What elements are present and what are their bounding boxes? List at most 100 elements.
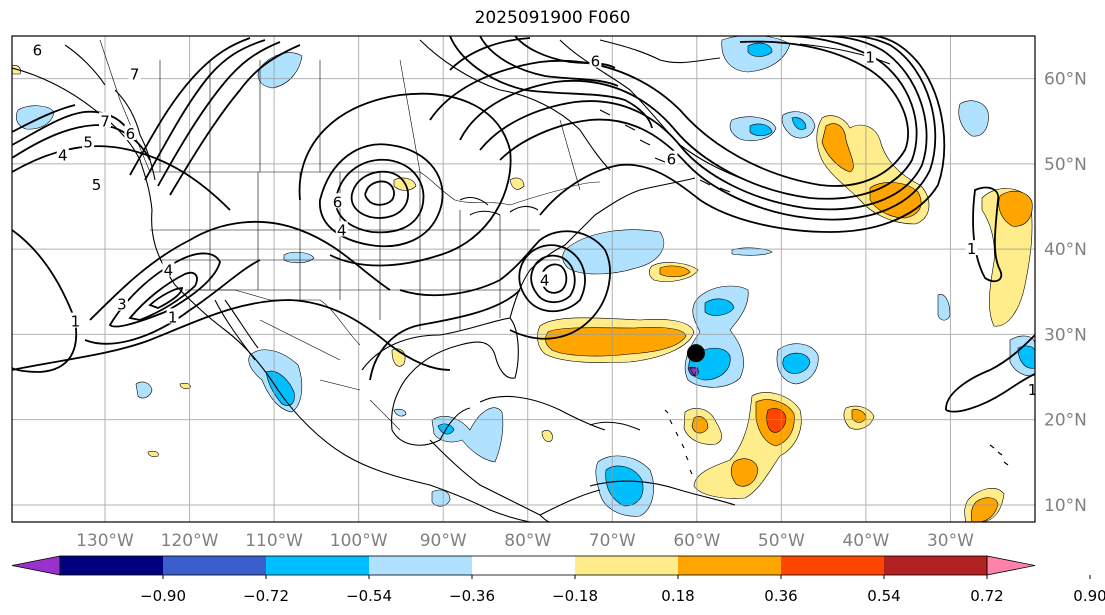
latitude-label: 30°N [1044, 325, 1087, 345]
positive-anomaly-area [147, 450, 159, 458]
positive-anomaly-core [998, 190, 1033, 227]
negative-anomaly-core [791, 117, 807, 130]
negative-anomaly-core [704, 298, 735, 316]
contour-lines [12, 36, 1035, 413]
contour-label-background [335, 221, 348, 237]
contour-line [369, 289, 521, 381]
contour-line [514, 36, 616, 69]
colorbar-segment [266, 556, 370, 575]
contour-line [129, 37, 251, 176]
contour-label-background [99, 112, 111, 128]
colorbar-tick-label: −0.72 [243, 587, 289, 605]
contour-label-background [331, 193, 344, 209]
colorbar-segment [472, 556, 576, 575]
negative-anomaly-area [135, 381, 153, 399]
positive-anomaly-core [869, 182, 922, 219]
contour-label: 4 [58, 146, 68, 164]
colorbar-segment [163, 556, 267, 575]
storm-center-marker [686, 344, 705, 363]
colorbar-tick-label: −0.54 [346, 587, 392, 605]
contour-line [479, 36, 619, 87]
contour-line [12, 145, 231, 211]
colorbar-segment [369, 556, 473, 575]
longitude-label: 100°W [330, 531, 388, 551]
alaska-canada-border [99, 39, 151, 173]
longitude-label: 30°W [927, 531, 974, 551]
cape-verde-islands [989, 444, 1009, 466]
contour-label: 1 [865, 48, 875, 66]
canada-province-lines [159, 59, 581, 191]
contour-line [169, 44, 301, 196]
contour-line [518, 244, 586, 313]
contour-line [298, 92, 512, 267]
contour-label: 4 [337, 221, 347, 239]
contour-label: 6 [667, 151, 677, 169]
colorbar-frame [59, 555, 988, 576]
contour-label-background [124, 125, 137, 141]
colorbar-tick-label: 0.54 [867, 587, 900, 605]
negative-anomaly-area [562, 229, 665, 275]
caribbean-islands [664, 409, 693, 475]
contour-line [108, 252, 221, 328]
negative-anomaly-core [782, 352, 811, 374]
great-lakes-coast [459, 196, 539, 216]
colorbar-extend-high [986, 555, 1036, 576]
longitude-label: 120°W [161, 531, 219, 551]
contour-line [539, 36, 946, 233]
latitude-label: 50°N [1044, 155, 1087, 175]
contour-line [89, 220, 391, 321]
longitude-label: 130°W [76, 531, 134, 551]
negative-anomaly-area [731, 247, 773, 256]
hispaniola-coast [589, 421, 641, 431]
negative-anomaly-core [265, 370, 295, 406]
colorbar-tick-label: −0.18 [552, 587, 598, 605]
contour-label-background [162, 261, 175, 277]
contour-label: 5 [92, 176, 102, 194]
latitude-label: 40°N [1044, 240, 1087, 260]
contour-line [499, 36, 937, 221]
contour-label-background [69, 312, 82, 328]
contour-label: 1 [967, 240, 977, 258]
contour-label-background [56, 146, 69, 162]
contour-label-background [589, 52, 602, 68]
contour-line [12, 299, 451, 371]
negative-anomaly-area [431, 489, 451, 507]
contour-label: 1 [1028, 381, 1038, 399]
contour-line [449, 36, 653, 129]
latitude-tick-labels: 60°N 50°N 40°N 30°N 20°N 10°N [1044, 70, 1087, 516]
negative-anomaly-area [958, 100, 989, 137]
us-east-coast [509, 177, 696, 319]
us-canada-border [150, 171, 601, 206]
contour-label: 6 [591, 53, 601, 71]
contour-label: 4 [164, 261, 174, 279]
latitude-label: 60°N [1044, 70, 1087, 90]
contour-label: 1 [168, 308, 178, 326]
positive-anomaly-core [730, 458, 759, 487]
colorbar-tick-label: −0.90 [140, 587, 186, 605]
gulf-of-mexico-coast [361, 317, 519, 446]
contour-line [530, 254, 576, 304]
contour-line [364, 180, 395, 206]
contour-line [945, 373, 1035, 413]
contour-label: 1 [71, 313, 81, 331]
negative-anomaly-area [15, 105, 55, 130]
contour-label-background [90, 176, 103, 192]
contour-line [144, 39, 266, 181]
contour-line [399, 230, 611, 340]
negative-anomaly-core [749, 123, 773, 137]
south-america-north-coast [589, 480, 736, 506]
map-frame [11, 35, 1036, 523]
map-gridlines [12, 36, 1035, 522]
contour-label-background [128, 65, 141, 81]
contour-label-background [1026, 380, 1035, 396]
positive-anomaly-area [541, 430, 553, 442]
longitude-label: 110°W [245, 531, 303, 551]
contour-label: 6 [333, 193, 343, 211]
contour-label-background [115, 295, 128, 311]
contour-label-background [166, 308, 179, 324]
contour-label-background [31, 41, 44, 57]
contour-label: 7 [100, 112, 110, 130]
contour-line [335, 158, 425, 234]
